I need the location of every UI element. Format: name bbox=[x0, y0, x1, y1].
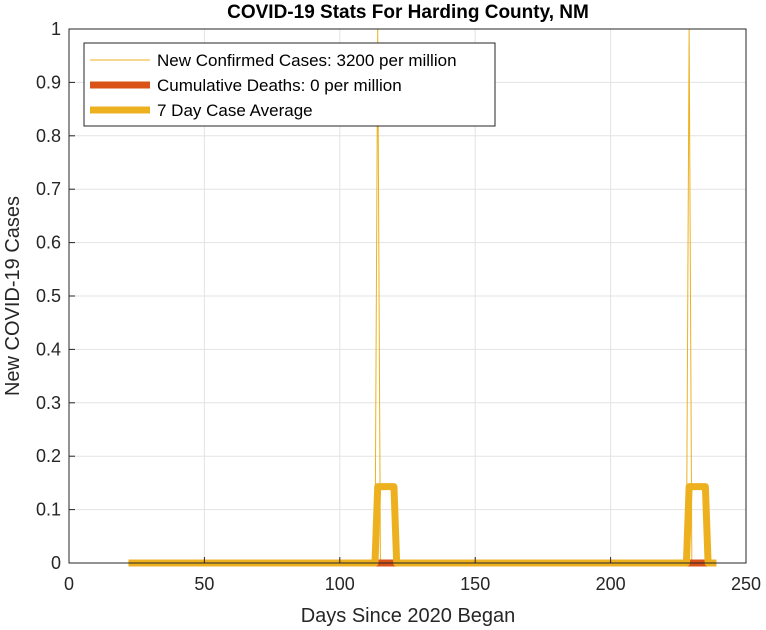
y-tick-label-5: 0.5 bbox=[36, 286, 61, 306]
y-tick-label-1: 0.1 bbox=[36, 500, 61, 520]
legend-label-2: 7 Day Case Average bbox=[157, 101, 313, 120]
y-tick-label-3: 0.3 bbox=[36, 393, 61, 413]
series-line-2 bbox=[128, 483, 717, 567]
x-tick-label-2: 100 bbox=[325, 574, 355, 594]
y-tick-label-9: 0.9 bbox=[36, 72, 61, 92]
x-tick-label-0: 0 bbox=[64, 574, 74, 594]
y-tick-label-8: 0.8 bbox=[36, 126, 61, 146]
x-tick-label-3: 150 bbox=[460, 574, 490, 594]
legend-label-1: Cumulative Deaths: 0 per million bbox=[157, 76, 402, 95]
legend-label-0: New Confirmed Cases: 3200 per million bbox=[157, 51, 457, 70]
y-tick-label-7: 0.7 bbox=[36, 179, 61, 199]
chart-title: COVID-19 Stats For Harding County, NM bbox=[227, 2, 589, 23]
x-tick-label-5: 250 bbox=[731, 574, 761, 594]
x-tick-label-4: 200 bbox=[596, 574, 626, 594]
legend: New Confirmed Cases: 3200 per million Cum… bbox=[83, 42, 496, 127]
legend-box bbox=[83, 42, 496, 127]
y-tick-label-10: 1 bbox=[51, 19, 61, 39]
x-tick-label-1: 50 bbox=[194, 574, 214, 594]
y-axis-label: New COVID-19 Cases bbox=[2, 196, 24, 396]
y-tick-label-2: 0.2 bbox=[36, 446, 61, 466]
y-tick-label-0: 0 bbox=[51, 553, 61, 573]
y-tick-label-6: 0.6 bbox=[36, 233, 61, 253]
tick-labels: 0 50 100 150 200 250 0 0.1 0.2 0.3 0.4 0.5 0.6 0.7 0.8… bbox=[36, 19, 761, 594]
x-axis-label: Days Since 2020 Began bbox=[301, 605, 516, 627]
y-tick-label-4: 0.4 bbox=[36, 339, 61, 359]
